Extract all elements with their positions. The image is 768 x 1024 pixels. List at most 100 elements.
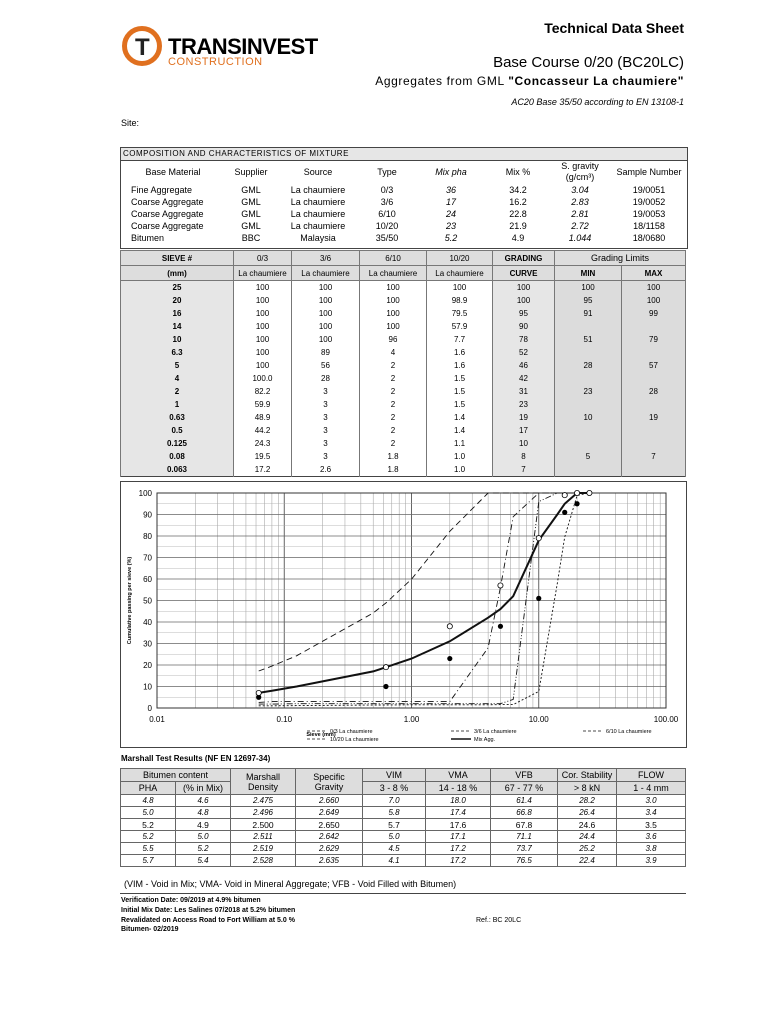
sieve-cell: 1.5 — [426, 372, 493, 385]
marshall-cell: 76.5 — [490, 854, 558, 867]
marshall-vfb-range: 67 - 77 % — [490, 781, 558, 795]
sieve-cell: 59.9 — [233, 398, 292, 411]
marshall-cell: 18.0 — [425, 794, 491, 807]
y-tick-label: 0 — [148, 704, 153, 713]
sieve-cell: 23 — [492, 398, 555, 411]
y-tick-label: 80 — [143, 532, 152, 541]
logo-t-glyph: T — [135, 34, 150, 61]
sieve-cell — [554, 463, 622, 477]
sieve-cell: 79 — [621, 333, 686, 346]
marshall-col-bitumen: Bitumen content — [120, 768, 231, 782]
x-axis-label: Sieve (mm) — [306, 732, 336, 738]
composition-cell: 3.04 — [571, 185, 589, 195]
sieve-cell: 57 — [621, 359, 686, 372]
sieve-cell: 56 — [291, 359, 360, 372]
composition-cell: 22.8 — [509, 209, 527, 219]
sieve-cell: 2 — [120, 385, 234, 398]
composition-cell: 18/1158 — [633, 221, 665, 231]
sieve-row: 0.08 19.5 3 1.8 1.0 8 5 7 — [120, 450, 686, 463]
sieve-row: 5 100 56 2 1.6 46 28 57 — [120, 359, 686, 372]
y-tick-label: 30 — [143, 640, 152, 649]
composition-cell: Coarse Aggregate — [131, 221, 204, 231]
sieve-cell: 100 — [233, 307, 292, 320]
sieve-row: 16 100 100 100 79.5 95 91 99 — [120, 307, 686, 320]
sieve-cell: 3 — [291, 398, 360, 411]
sieve-row: 0.5 44.2 3 2 1.4 17 — [120, 424, 686, 437]
sieve-cell: 100 — [492, 294, 555, 307]
company-logo: T — [122, 26, 162, 66]
composition-cell: GML — [241, 221, 261, 231]
sieve-cell: 100.0 — [233, 372, 292, 385]
marshall-row: 5.2 4.9 2.500 2.650 5.7 17.6 67.8 24.6 3.5 — [120, 818, 686, 831]
sieve-cell: 100 — [291, 294, 360, 307]
composition-cell: Malaysia — [300, 233, 336, 243]
sieve-cell: 46 — [492, 359, 555, 372]
marshall-cell: 3.6 — [616, 830, 686, 843]
sieve-header-row-1: SIEVE # 0/3 3/6 6/10 10/20 GRADING Gradi… — [120, 250, 686, 266]
brand-subtitle: CONSTRUCTION — [168, 56, 263, 68]
marshall-cell: 4.8 — [120, 794, 176, 807]
composition-cell: 6/10 — [378, 209, 396, 219]
sieve-cell: 4 — [359, 346, 427, 359]
sieve-col-grading: GRADING — [492, 250, 555, 266]
composition-table: Base Material Supplier Source Type Mix p… — [121, 160, 687, 244]
sieve-cell: 1.6 — [426, 346, 493, 359]
sieve-cell: 1.5 — [426, 385, 493, 398]
sieve-cell: 100 — [621, 280, 686, 294]
composition-cell: 19/0052 — [632, 197, 666, 207]
sieve-cell — [621, 424, 686, 437]
sieve-cell: 100 — [291, 333, 360, 346]
sieve-col-3-6: 3/6 — [291, 250, 360, 266]
sieve-cell: 8 — [492, 450, 555, 463]
sieve-cell: 99 — [621, 307, 686, 320]
composition-cell: 19/0051 — [632, 185, 666, 195]
sieve-cell — [621, 437, 686, 450]
sieve-cell: 2 — [359, 437, 427, 450]
sieve-col-0-3: 0/3 — [233, 250, 292, 266]
composition-cell: La chaumiere — [290, 197, 346, 207]
composition-cell: 17 — [445, 197, 456, 207]
sieve-cell: 20 — [120, 294, 234, 307]
sieve-cell: 14 — [120, 320, 234, 333]
sieve-cell: 100 — [426, 280, 493, 294]
limit-max-point — [561, 492, 568, 499]
composition-cell: 2.72 — [571, 221, 589, 231]
sieve-cell: 5 — [120, 359, 234, 372]
marshall-cell: 4.8 — [175, 806, 231, 819]
y-tick-label: 10 — [143, 683, 152, 692]
marshall-cell: 4.6 — [175, 794, 231, 807]
marshall-cell: 17.2 — [425, 854, 491, 867]
sieve-cell: 3 — [291, 411, 360, 424]
x-tick-label: 1.00 — [404, 715, 420, 724]
composition-box: Base Material Supplier Source Type Mix p… — [120, 160, 688, 249]
sieve-cell: 100 — [291, 320, 360, 333]
sieve-cell: 100 — [554, 280, 622, 294]
marshall-cell: 2.475 — [230, 794, 296, 807]
sieve-cell: 28 — [554, 359, 622, 372]
sieve-cell: 0.063 — [120, 463, 234, 477]
sieve-cell: 100 — [621, 294, 686, 307]
marshall-col-gravity: Specific Gravity — [295, 768, 363, 795]
abbreviation-note: (VIM - Void in Mix; VMA- Void in Mineral… — [124, 879, 457, 889]
sieve-cell — [621, 346, 686, 359]
sieve-cell: 7.7 — [426, 333, 493, 346]
col-mix-percent: Mix % — [505, 167, 531, 177]
sieve-cell: 17.2 — [233, 463, 292, 477]
series-line — [258, 492, 590, 705]
sieve-src-6-10: La chaumiere — [359, 265, 427, 281]
sieve-col-grading-limits: Grading Limits — [554, 250, 686, 266]
series-line — [258, 492, 590, 707]
sieve-row: 25 100 100 100 100 100 100 100 — [120, 280, 686, 294]
composition-cell: BBC — [241, 233, 261, 243]
sieve-cell: 2 — [359, 424, 427, 437]
composition-cell: 19/0053 — [632, 209, 666, 219]
limit-min-point — [562, 509, 568, 515]
sieve-cell: 4 — [120, 372, 234, 385]
composition-cell: GML — [241, 209, 261, 219]
y-tick-label: 50 — [143, 597, 152, 606]
sieve-cell: 2.6 — [291, 463, 360, 477]
sieve-row: 6.3 100 89 4 1.6 52 — [120, 346, 686, 359]
y-tick-label: 20 — [143, 661, 152, 670]
legend-label: 3/6 La chaumiere — [474, 729, 517, 735]
series-line — [258, 492, 590, 672]
